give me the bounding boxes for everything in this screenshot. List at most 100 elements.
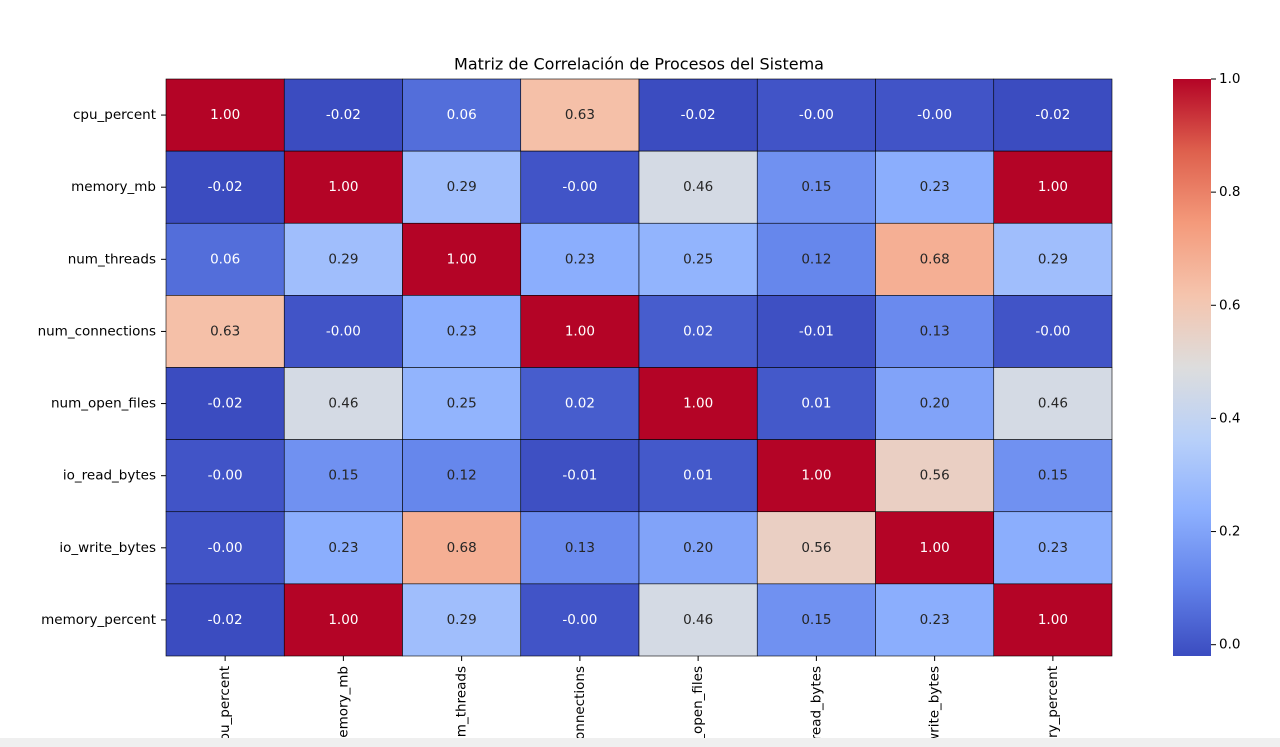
x-tick-label: num_connections: [572, 666, 588, 747]
cell-label: -0.01: [799, 323, 834, 339]
heatmap-cell: [283, 367, 403, 440]
colorbar-gradient: [1173, 79, 1211, 656]
cell-label: -0.00: [562, 612, 597, 628]
x-tick-label: io_write_bytes: [927, 666, 943, 747]
heatmap-cell: [165, 295, 285, 368]
heatmap-cell: [402, 367, 522, 440]
heatmap-cell: [520, 150, 640, 224]
heatmap-cell: [402, 78, 522, 152]
heatmap-cell: [520, 367, 640, 440]
cell-label: -0.02: [1035, 107, 1070, 123]
heatmap-cell: [638, 511, 758, 585]
heatmap-cell: [283, 150, 403, 224]
heatmap-cell: [638, 222, 758, 296]
cell-label: 0.63: [565, 107, 595, 123]
cell-label: 0.12: [801, 251, 831, 267]
cell-label: 0.23: [565, 251, 595, 267]
cell-label: 1.00: [447, 251, 477, 267]
cell-label: 0.23: [920, 179, 950, 195]
y-tick-label: io_read_bytes: [63, 468, 156, 484]
cell-label: 0.12: [447, 468, 477, 484]
heatmap-cell: [756, 583, 876, 657]
cell-label: 0.29: [447, 179, 477, 195]
heatmap-cell: [402, 222, 522, 296]
cell-label: 0.29: [1038, 251, 1068, 267]
heatmap-cell: [756, 511, 876, 585]
x-tick-label: memory_percent: [1045, 666, 1061, 747]
chart-title: Matriz de Correlación de Procesos del Si…: [454, 55, 824, 74]
heatmap-cell: [875, 295, 995, 368]
heatmap-cell: [875, 222, 995, 296]
heatmap-cell: [638, 295, 758, 368]
heatmap-cell: [165, 222, 285, 296]
cell-label: 0.13: [565, 540, 595, 556]
cell-label: -0.01: [562, 468, 597, 484]
cell-label: 0.20: [920, 396, 950, 412]
cell-label: 1.00: [1038, 612, 1068, 628]
cell-label: 0.29: [447, 612, 477, 628]
heatmap-cell: [402, 583, 522, 657]
cell-label: -0.00: [562, 179, 597, 195]
cell-label: 1.00: [328, 612, 358, 628]
cell-label: -0.00: [208, 468, 243, 484]
heatmap-cell: [756, 78, 876, 152]
cell-label: 0.63: [210, 323, 240, 339]
cell-label: 0.06: [447, 107, 477, 123]
x-tick-label: memory_mb: [335, 666, 351, 747]
colorbar-tick-label: 1.0: [1219, 71, 1240, 87]
heatmap-cell: [993, 511, 1113, 585]
cell-label: 0.02: [683, 323, 713, 339]
cell-label: 0.68: [920, 251, 950, 267]
heatmap-cell: [993, 583, 1113, 657]
x-tick-label: io_read_bytes: [808, 666, 824, 747]
x-tick-label: cpu_percent: [217, 666, 233, 747]
colorbar: 0.0 0.2 0.4 0.6 0.8 1.0: [1173, 71, 1240, 656]
heatmap-cell: [756, 367, 876, 440]
cell-label: 0.25: [447, 396, 477, 412]
y-tick-label: num_threads: [68, 251, 156, 267]
cell-label: -0.02: [681, 107, 716, 123]
cell-label: 1.00: [328, 179, 358, 195]
cell-label: 1.00: [801, 468, 831, 484]
heatmap-cell: [283, 511, 403, 585]
heatmap-cell: [875, 439, 995, 513]
cell-label: 0.46: [683, 612, 713, 628]
x-tick-label: num_threads: [454, 666, 470, 747]
cell-label: 0.13: [920, 323, 950, 339]
heatmap-cell: [875, 78, 995, 152]
cell-label: 1.00: [565, 323, 595, 339]
heatmap-cell: [756, 439, 876, 513]
cell-label: 0.23: [328, 540, 358, 556]
heatmap-cell: [520, 78, 640, 152]
cell-label: 1.00: [1038, 179, 1068, 195]
heatmap-cell: [520, 295, 640, 368]
heatmap-cell: [638, 78, 758, 152]
y-tick-label: io_write_bytes: [59, 540, 156, 556]
cell-label: 0.23: [1038, 540, 1068, 556]
heatmap-cell: [993, 222, 1113, 296]
y-tick-label: num_open_files: [51, 396, 156, 412]
cell-label: 0.46: [683, 179, 713, 195]
heatmap-cell: [993, 439, 1113, 513]
colorbar-tick-label: 0.6: [1219, 297, 1240, 313]
cell-label: 0.15: [801, 612, 831, 628]
heatmap-cell: [875, 150, 995, 224]
cell-label: 0.01: [683, 468, 713, 484]
heatmap-cell: [638, 583, 758, 657]
cell-label: 0.46: [1038, 396, 1068, 412]
heatmap-cell: [875, 511, 995, 585]
colorbar-tick-label: 0.0: [1219, 637, 1240, 653]
cell-label: 0.15: [801, 179, 831, 195]
y-tick-label: memory_mb: [71, 179, 156, 195]
cell-label: 0.02: [565, 396, 595, 412]
x-tick-label: num_open_files: [690, 666, 706, 747]
heatmap-cell: [165, 78, 285, 152]
heatmap-cell: [638, 439, 758, 513]
heatmap-cell: [283, 439, 403, 513]
cell-label: 0.68: [447, 540, 477, 556]
heatmap-cell: [520, 439, 640, 513]
heatmap-cell: [283, 78, 403, 152]
heatmap-cell: [638, 367, 758, 440]
cell-label: -0.00: [917, 107, 952, 123]
